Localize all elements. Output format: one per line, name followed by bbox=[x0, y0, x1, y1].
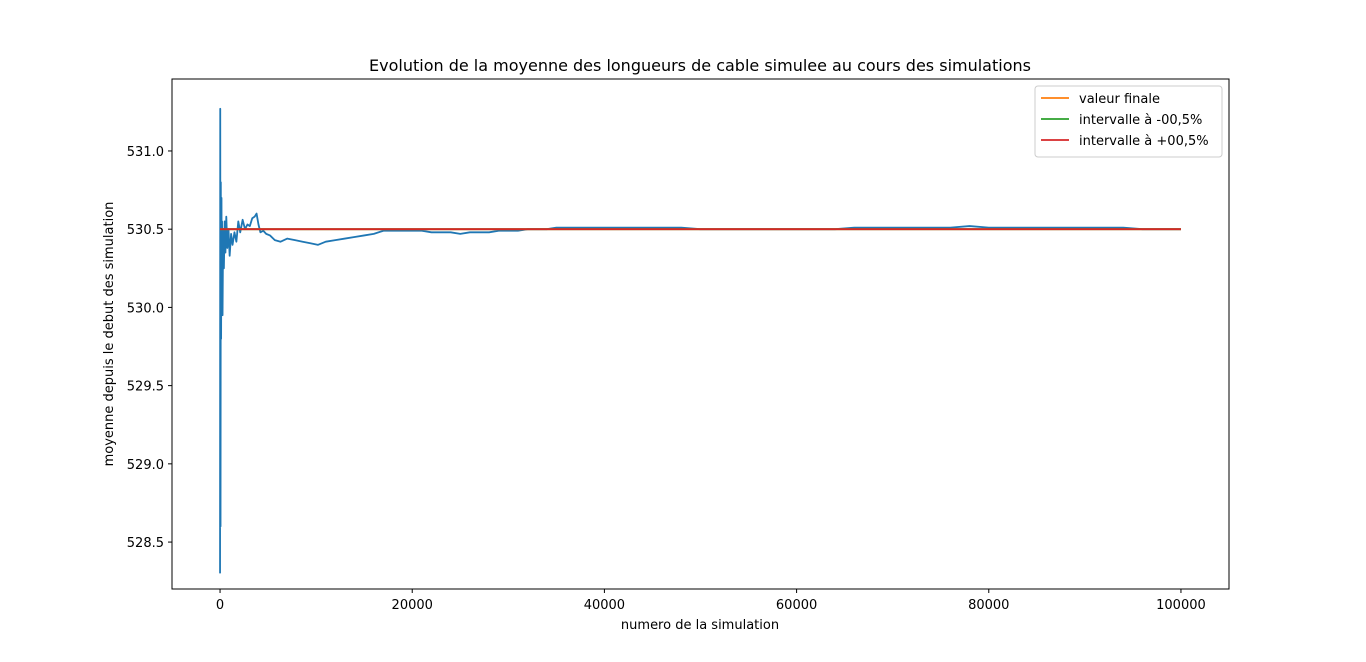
x-tick-label: 20000 bbox=[392, 598, 433, 613]
y-tick-label: 531.0 bbox=[127, 145, 164, 160]
x-axis: 0 20000 40000 60000 80000 100000 bbox=[216, 589, 1206, 613]
chart-title: Evolution de la moyenne des longueurs de… bbox=[369, 56, 1031, 75]
legend-label: intervalle à -00,5% bbox=[1079, 113, 1202, 128]
legend: valeur finale intervalle à -00,5% interval… bbox=[1034, 85, 1223, 158]
x-axis-label: numero de la simulation bbox=[621, 618, 779, 633]
y-tick-label: 530.0 bbox=[127, 301, 164, 316]
x-tick-label: 40000 bbox=[584, 598, 625, 613]
series-line-0 bbox=[219, 107, 1181, 574]
y-tick-label: 528.5 bbox=[127, 536, 164, 551]
legend-box bbox=[1034, 85, 1223, 158]
y-axis-label: moyenne depuis le debut des simulation bbox=[102, 202, 117, 467]
x-tick-label: 80000 bbox=[968, 598, 1009, 613]
y-tick-label: 529.0 bbox=[127, 458, 164, 473]
plot-frame bbox=[171, 78, 1230, 590]
y-tick-label: 530.5 bbox=[127, 223, 164, 238]
plot-area bbox=[219, 107, 1181, 574]
legend-label: intervalle à +00,5% bbox=[1079, 134, 1209, 149]
y-tick-label: 529.5 bbox=[127, 380, 164, 395]
x-tick-label: 100000 bbox=[1156, 598, 1206, 613]
x-tick-label: 60000 bbox=[776, 598, 817, 613]
y-axis: 528.5 529.0 529.5 530.0 530.5 531.0 bbox=[127, 145, 172, 551]
x-tick-label: 0 bbox=[216, 598, 224, 613]
legend-label: valeur finale bbox=[1079, 92, 1160, 107]
